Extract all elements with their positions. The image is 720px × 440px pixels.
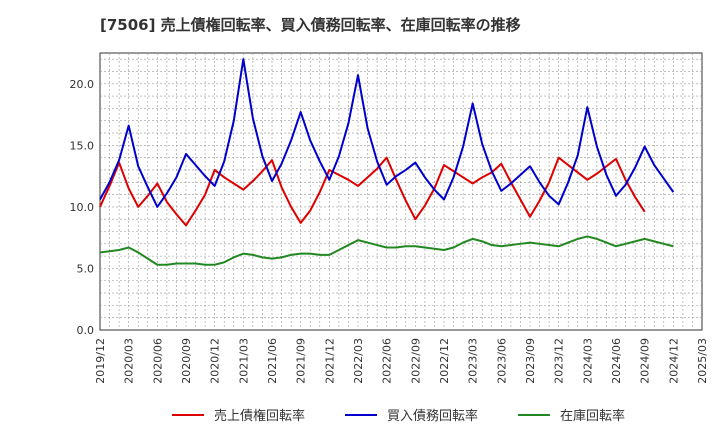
x-tick-label: 2024/12 — [667, 338, 680, 384]
x-tick-label: 2020/06 — [151, 338, 164, 384]
legend-label: 在庫回転率 — [560, 408, 625, 424]
x-tick-label: 2025/03 — [696, 338, 709, 384]
x-tick-label: 2024/09 — [639, 338, 652, 384]
x-tick-label: 2023/09 — [524, 338, 537, 384]
x-tick-label: 2024/06 — [610, 338, 623, 384]
x-tick-label: 2020/12 — [209, 338, 222, 384]
y-tick-label: 15.0 — [70, 139, 95, 152]
chart-title: [7506] 売上債権回転率、買入債務回転率、在庫回転率の推移 — [100, 16, 521, 34]
x-tick-label: 2023/03 — [467, 338, 480, 384]
x-tick-label: 2022/06 — [381, 338, 394, 384]
y-tick-label: 10.0 — [70, 201, 95, 214]
x-tick-label: 2021/12 — [323, 338, 336, 384]
x-tick-label: 2023/06 — [495, 338, 508, 384]
x-tick-label: 2021/09 — [295, 338, 308, 384]
x-tick-label: 2019/12 — [94, 338, 107, 384]
x-tick-label: 2020/03 — [123, 338, 136, 384]
series-line — [99, 235, 674, 266]
x-tick-label: 2024/03 — [581, 338, 594, 384]
x-tick-label: 2021/03 — [237, 338, 250, 384]
legend-label: 売上債権回転率 — [214, 408, 305, 424]
y-tick-label: 5.0 — [77, 262, 95, 275]
y-tick-label: 20.0 — [70, 78, 95, 91]
legend-label: 買入債務回転率 — [387, 408, 478, 424]
x-tick-label: 2021/06 — [266, 338, 279, 384]
x-tick-label: 2022/09 — [409, 338, 422, 384]
x-tick-label: 2020/09 — [180, 338, 193, 384]
series-line — [99, 58, 675, 208]
y-tick-label: 0.0 — [77, 324, 95, 337]
x-tick-label: 2023/12 — [553, 338, 566, 384]
x-tick-label: 2022/03 — [352, 338, 365, 384]
series-line — [99, 156, 646, 227]
x-tick-label: 2022/12 — [438, 338, 451, 384]
